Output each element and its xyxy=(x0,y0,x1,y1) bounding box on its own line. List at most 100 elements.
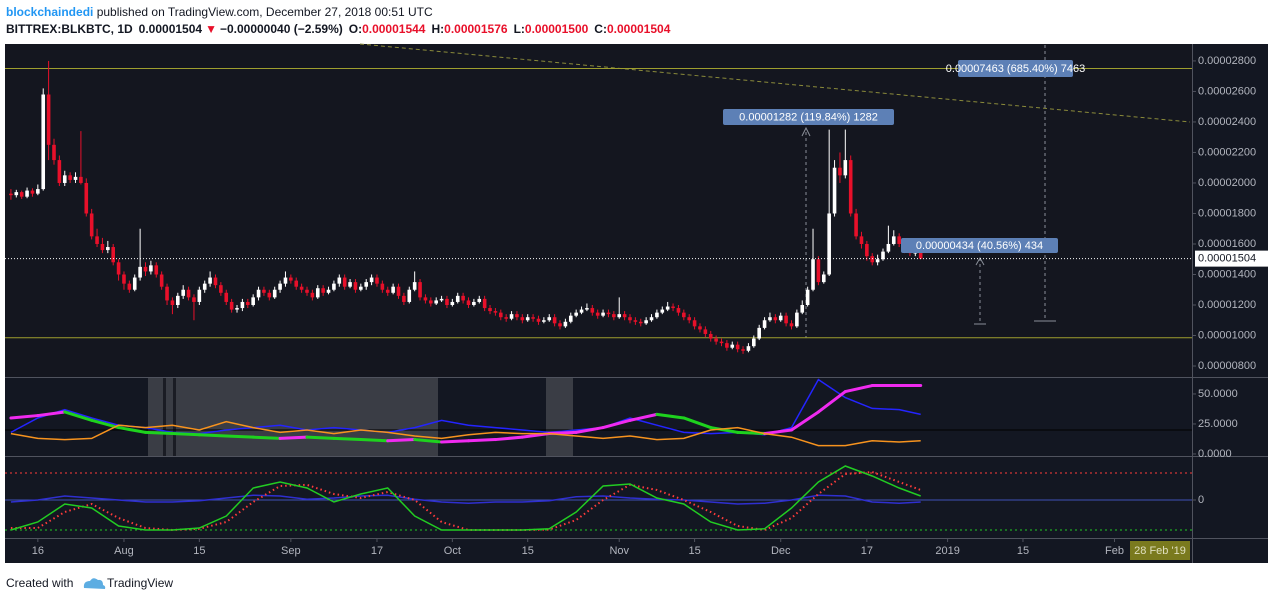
publish-line: blockchaindedi published on TradingView.… xyxy=(6,5,433,19)
candle-body xyxy=(170,300,175,305)
candle-body xyxy=(542,320,546,322)
candle-body xyxy=(778,315,783,321)
candle-body xyxy=(41,94,46,190)
candle-body xyxy=(821,274,826,283)
candle-body xyxy=(369,277,374,283)
ohlc-key: H: xyxy=(431,22,444,36)
candle-body xyxy=(36,189,40,194)
candle-body xyxy=(434,300,438,304)
adx-segment xyxy=(601,418,632,430)
candle-body xyxy=(859,236,864,244)
adx-segment xyxy=(197,433,228,438)
candle-body xyxy=(79,176,83,183)
candle-body xyxy=(558,323,562,327)
y-tick-label: 25.0000 xyxy=(1198,418,1238,430)
tradingview-logo[interactable] xyxy=(83,578,106,589)
candle-body xyxy=(353,282,358,290)
candle-body xyxy=(520,317,525,321)
footer-brand[interactable]: TradingView xyxy=(107,576,173,590)
candle-body xyxy=(283,277,288,284)
measure-label: 0.00007463 (685.40%) 7463 xyxy=(946,63,1085,75)
candle-body xyxy=(881,251,885,260)
x-tick-label: 15 xyxy=(522,545,534,557)
adx-segment xyxy=(655,412,686,420)
adx-segment xyxy=(9,414,40,420)
candle-body xyxy=(649,317,654,321)
candle-body xyxy=(525,317,530,321)
indicator-line xyxy=(10,465,921,531)
last-price: 0.00001504 xyxy=(139,22,203,36)
candle-body xyxy=(875,259,880,263)
candle-body xyxy=(396,286,401,296)
candle-body xyxy=(127,283,132,290)
symbol: BITTREX:BLKBTC, 1D xyxy=(6,22,133,36)
shaded-gap xyxy=(173,378,176,456)
candle-body xyxy=(708,333,713,339)
candle-body xyxy=(816,259,821,283)
candle-body xyxy=(192,297,196,302)
candle-body xyxy=(477,298,482,302)
measure-arrow xyxy=(975,256,985,266)
trend-line[interactable] xyxy=(359,43,1191,123)
adx-segment xyxy=(278,435,309,440)
candle-body xyxy=(186,289,191,298)
ohlc-key: L: xyxy=(514,22,525,36)
candle-body xyxy=(827,213,831,275)
candle-body xyxy=(676,308,681,313)
candle-body xyxy=(752,338,756,347)
candle-body xyxy=(854,213,858,237)
candle-body xyxy=(498,312,503,318)
x-tick-label: Nov xyxy=(609,545,629,557)
adx-segment xyxy=(251,435,282,440)
overlay: 0.00007463 (685.40%) 7463 0.00001282 (11… xyxy=(723,60,1190,560)
candle-body xyxy=(122,274,126,284)
ohlc-value: 0.00001544 xyxy=(362,22,426,36)
candle-body xyxy=(768,317,772,321)
y-tick-label: 0 xyxy=(1198,494,1204,506)
candle-body xyxy=(9,193,13,196)
ohlc-value: 0.00001504 xyxy=(607,22,671,36)
candle-body xyxy=(568,315,573,322)
adx-segment xyxy=(224,434,255,439)
measure-label: 0.00001282 (119.84%) 1282 xyxy=(739,111,878,123)
x-tick-label: Sep xyxy=(281,545,301,557)
candle-body xyxy=(57,160,62,183)
shaded-band xyxy=(546,378,573,456)
candle-body xyxy=(245,301,250,305)
y-tick-label: 0.00002000 xyxy=(1198,177,1256,189)
candle-body xyxy=(692,320,697,327)
adx-segment xyxy=(440,439,470,444)
candle-body xyxy=(359,286,363,290)
x-tick-label: 17 xyxy=(861,545,873,557)
candle-body xyxy=(84,182,89,214)
candle-body xyxy=(342,277,347,287)
adx-segment xyxy=(36,410,67,418)
y-tick-label: 0.00002600 xyxy=(1198,85,1256,97)
candle-body xyxy=(843,160,848,176)
footer-created: Created with xyxy=(6,576,73,590)
candle-body xyxy=(62,175,67,183)
candle-body xyxy=(402,295,406,302)
candle-body xyxy=(294,280,299,287)
candle-body xyxy=(19,192,24,197)
candle-body xyxy=(30,190,35,194)
y-tick-label: 0.00001800 xyxy=(1198,207,1256,219)
y-tick-label: 50.0000 xyxy=(1198,388,1238,400)
candle-body xyxy=(482,298,487,309)
adx-segment xyxy=(628,412,659,422)
adx-segment xyxy=(493,435,524,442)
candle-body xyxy=(493,311,498,313)
adx-segment xyxy=(816,390,847,414)
candle-body xyxy=(138,266,142,278)
adx-segment xyxy=(709,426,740,434)
candle-body xyxy=(832,167,837,214)
author[interactable]: blockchaindedi xyxy=(6,5,93,19)
measure-label-box xyxy=(901,238,1058,253)
candle-body xyxy=(590,308,595,313)
last-price-label: 0.00001504 xyxy=(1198,253,1256,265)
adx-segment xyxy=(305,435,336,440)
candle-body xyxy=(46,94,51,145)
candle-body xyxy=(660,309,665,313)
candle-body xyxy=(14,192,19,196)
